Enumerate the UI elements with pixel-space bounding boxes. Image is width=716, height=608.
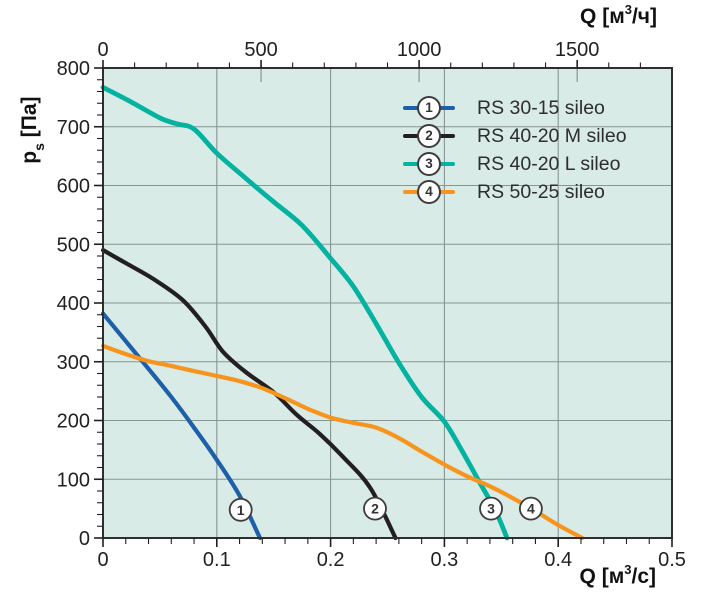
y-axis-title-subscript: s — [31, 143, 48, 151]
legend-label-rs-40-20-m: RS 40-20 M sileo — [477, 124, 627, 147]
tick-label: 700 — [57, 117, 90, 139]
legend-line-sample-2: 2 — [403, 124, 455, 148]
curve-2 — [100, 248, 398, 541]
series-rs-50-25-sileo — [100, 343, 585, 541]
curve-3 — [100, 84, 510, 541]
legend-curve-number-badge-4: 4 — [417, 180, 441, 204]
legend-line-sample-3: 3 — [403, 152, 455, 176]
legend-item-rs-30-15: 1 RS 30-15 sileo — [403, 94, 627, 122]
curve-1 — [100, 311, 263, 541]
legend-curve-number-badge-3: 3 — [417, 152, 441, 176]
legend-curve-number-1: 1 — [425, 100, 433, 116]
tick-label: 200 — [57, 411, 90, 433]
tick-label: 0 — [97, 549, 108, 571]
tick-label: 0.2 — [317, 549, 345, 571]
legend-label-rs-50-25: RS 50-25 sileo — [477, 180, 605, 203]
legend-label-rs-30-15: RS 30-15 sileo — [477, 96, 605, 119]
legend-item-rs-50-25: 4 RS 50-25 sileo — [403, 178, 627, 206]
curve-marker-circle-4 — [518, 496, 543, 521]
legend-curve-number-4: 4 — [425, 184, 433, 200]
legend-line-sample-4: 4 — [403, 180, 455, 204]
series-rs-30-15-sileo — [100, 311, 263, 541]
tick-label: 100 — [57, 469, 90, 491]
legend-curve-number-2: 2 — [425, 128, 433, 144]
y-axis-title: ps [Па] — [17, 70, 48, 190]
tick-label: 1500 — [555, 39, 600, 61]
gridlines — [103, 68, 672, 538]
legend-item-rs-40-20-m: 2 RS 40-20 M sileo — [403, 122, 627, 150]
legend-curve-number-3: 3 — [425, 156, 433, 172]
tick-label: 0 — [79, 528, 90, 550]
curve-marker-number-3: 3 — [487, 501, 495, 517]
legend-curve-number-badge-2: 2 — [417, 124, 441, 148]
y-axis-title-unit: [Па] — [17, 96, 41, 144]
legend: 1 RS 30-15 sileo 2 RS 40-20 M sileo 3 RS… — [403, 94, 627, 206]
tick-label: 1000 — [397, 39, 442, 61]
bottom-axis-title-superscript: 3 — [624, 562, 632, 577]
legend-item-rs-40-20-l: 3 RS 40-20 L sileo — [403, 150, 627, 178]
curve-marker-number-2: 2 — [371, 501, 379, 517]
tick-label: 0.5 — [658, 549, 686, 571]
tick-label: 500 — [244, 39, 277, 61]
series-rs-40-20-l-sileo — [100, 84, 510, 541]
top-axis-title: Q [м3/ч] — [0, 2, 657, 29]
top-axis-title-suffix: /ч] — [631, 5, 657, 28]
bottom-axis-title: Q [м3/с] — [0, 562, 656, 589]
tick-label: 800 — [57, 58, 90, 80]
curve-marker-circle-2 — [363, 496, 387, 521]
tick-label: 0.4 — [544, 549, 572, 571]
bottom-axis-title-prefix: Q [м — [579, 565, 625, 588]
top-axis-title-superscript: 3 — [624, 2, 632, 17]
curve-marker-number-4: 4 — [527, 501, 535, 517]
tick-label: 0.1 — [203, 549, 231, 571]
curve-number-markers: 1 2 3 4 — [228, 496, 543, 522]
curve-marker-circle-1 — [228, 497, 253, 522]
curve-4 — [100, 343, 585, 541]
series-rs-40-20-m-sileo — [100, 248, 398, 541]
legend-label-rs-40-20-l: RS 40-20 L sileo — [477, 152, 621, 175]
legend-curve-number-badge-1: 1 — [417, 96, 441, 120]
curve-marker-circle-3 — [479, 496, 503, 521]
curve-marker-number-1: 1 — [237, 502, 245, 518]
axis-ticks: 0 0.1 0.2 0.3 0.4 0.5 0 100 200 300 400 500 600 700 80… — [57, 39, 686, 571]
tick-label: 300 — [57, 352, 90, 374]
tick-label: 500 — [57, 234, 90, 256]
tick-label: 400 — [57, 293, 90, 315]
tick-label: 0 — [97, 39, 108, 61]
tick-label: 0.3 — [430, 549, 458, 571]
legend-line-sample-1: 1 — [403, 96, 455, 120]
tick-label: 600 — [57, 176, 90, 198]
bottom-axis-title-suffix: /с] — [631, 565, 656, 588]
top-axis-title-prefix: Q [м — [580, 5, 625, 28]
y-axis-title-symbol: p — [17, 150, 41, 164]
